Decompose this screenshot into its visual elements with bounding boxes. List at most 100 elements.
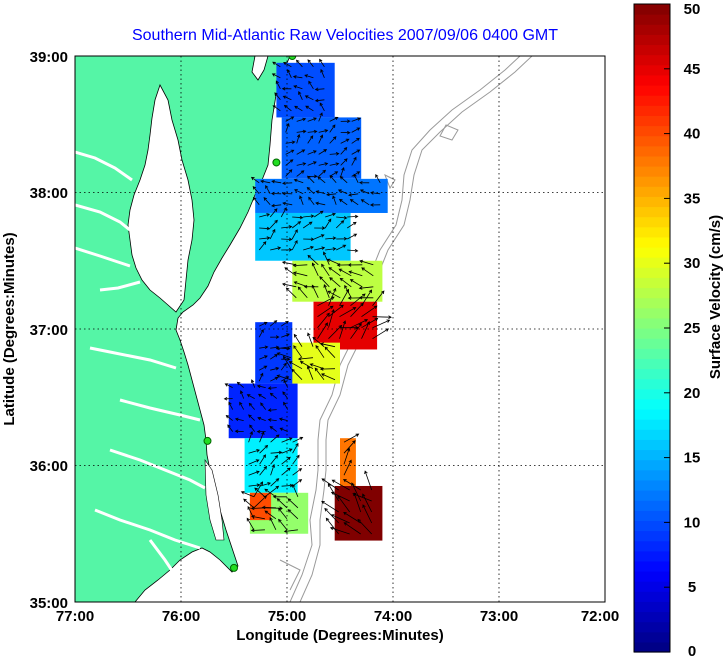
velocity-arrow xyxy=(343,522,361,535)
colorbar-swatch xyxy=(634,216,670,228)
velocity-arrow xyxy=(325,247,337,251)
colorbar-swatch xyxy=(634,34,670,46)
velocity-arrow xyxy=(250,176,260,184)
velocity-arrow xyxy=(343,511,361,524)
colorbar-tick-label: 50 xyxy=(684,1,701,18)
x-tick-label: 73:00 xyxy=(480,608,518,625)
velocity-arrow xyxy=(250,506,265,511)
velocity-region xyxy=(340,438,356,486)
velocity-field xyxy=(228,62,388,541)
velocity-arrow xyxy=(282,95,292,101)
radar-stations xyxy=(203,56,297,572)
velocity-arrow xyxy=(276,374,292,381)
velocity-arrow xyxy=(351,156,357,166)
velocity-arrow xyxy=(340,119,351,124)
colorbar-swatch xyxy=(634,166,670,177)
velocity-arrow xyxy=(292,436,304,443)
colorbar-swatch xyxy=(634,641,670,653)
velocity-arrow xyxy=(361,267,374,277)
velocity-arrow xyxy=(338,198,348,206)
colorbar-swatch xyxy=(634,429,670,440)
colorbar-swatch xyxy=(634,490,670,501)
colorbar-tick-label: 0 xyxy=(688,643,696,659)
colorbar-swatch xyxy=(634,4,670,15)
velocity-arrow xyxy=(269,425,277,432)
velocity-arrow xyxy=(372,315,392,319)
velocity-arrow xyxy=(281,467,291,476)
velocity-arrow xyxy=(281,333,290,338)
velocity-arrow xyxy=(281,260,297,266)
colorbar-tick-label: 20 xyxy=(684,385,701,402)
velocity-arrow xyxy=(297,357,314,361)
y-tick-label: 38:00 xyxy=(30,185,68,202)
colorbar-swatch xyxy=(634,449,670,461)
velocity-arrow xyxy=(295,59,303,68)
velocity-arrow xyxy=(321,478,339,491)
velocity-arrow xyxy=(329,526,350,535)
velocity-arrow xyxy=(269,208,278,218)
velocity-arrow xyxy=(351,127,361,133)
colorbar-tick-label: 40 xyxy=(684,126,701,143)
radar-station-marker xyxy=(203,436,212,445)
colorbar-tick-label: 30 xyxy=(684,255,701,272)
colorbar-swatch xyxy=(634,520,670,532)
velocity-arrow xyxy=(264,510,277,520)
velocity-arrow xyxy=(328,304,344,318)
velocity-arrow xyxy=(269,517,277,530)
x-tick-label: 77:00 xyxy=(56,608,94,625)
velocity-arrow xyxy=(260,402,267,410)
velocity-arrow xyxy=(276,352,292,359)
colorbar-swatch xyxy=(634,196,670,208)
velocity-arrow xyxy=(263,197,271,206)
colorbar-label: Surface Velocity (cm/s) xyxy=(707,215,724,379)
velocity-arrow xyxy=(296,117,307,122)
velocity-arrow xyxy=(314,226,326,230)
delaware-bay xyxy=(251,56,269,81)
velocity-arrow xyxy=(351,137,360,144)
velocity-arrow xyxy=(281,191,293,196)
colorbar-swatch xyxy=(634,500,670,511)
colorbar-swatch xyxy=(634,601,670,613)
velocity-arrow xyxy=(307,135,314,144)
velocity-arrow xyxy=(335,220,345,229)
colorbar-tick-label: 35 xyxy=(684,190,701,207)
colorbar-tick-label: 10 xyxy=(684,514,701,531)
velocity-arrow xyxy=(259,454,266,465)
velocity-arrow xyxy=(272,61,281,68)
velocity-arrow xyxy=(331,479,350,491)
velocity-arrow xyxy=(329,277,341,288)
velocity-arrow xyxy=(283,379,289,388)
colorbar-swatch xyxy=(634,105,670,116)
velocity-arrow xyxy=(350,322,362,339)
velocity-arrow xyxy=(259,482,271,487)
colorbar-swatch xyxy=(634,338,670,349)
velocity-region xyxy=(287,342,340,384)
velocity-arrow xyxy=(292,483,299,497)
velocity-arrow xyxy=(314,367,325,380)
velocity-arrow xyxy=(362,504,373,524)
colorbar-swatch xyxy=(634,328,670,339)
sound-water xyxy=(204,459,225,541)
velocity-arrow xyxy=(248,430,253,443)
colorbar-swatch xyxy=(634,398,670,410)
chart-title: Southern Mid-Atlantic Raw Velocities 200… xyxy=(132,27,558,44)
velocity-arrow xyxy=(307,150,317,155)
velocity-arrow xyxy=(293,333,303,347)
velocity-arrow xyxy=(346,221,357,229)
velocity-arrow xyxy=(276,498,288,509)
velocity-arrow xyxy=(248,414,255,421)
velocity-arrow xyxy=(305,105,314,112)
velocity-arrow xyxy=(326,258,341,266)
velocity-arrow xyxy=(270,376,279,382)
velocity-arrow xyxy=(303,284,319,289)
velocity-arrow xyxy=(348,193,359,197)
velocity-arrow xyxy=(337,189,348,195)
velocity-arrow xyxy=(321,263,330,277)
velocity-arrow xyxy=(283,104,292,112)
velocity-arrow xyxy=(372,290,385,306)
velocity-arrow xyxy=(269,228,276,240)
velocity-arrow xyxy=(278,417,288,421)
velocity-arrow xyxy=(351,149,361,155)
velocity-arrow xyxy=(342,479,361,491)
velocity-arrow xyxy=(318,129,329,133)
